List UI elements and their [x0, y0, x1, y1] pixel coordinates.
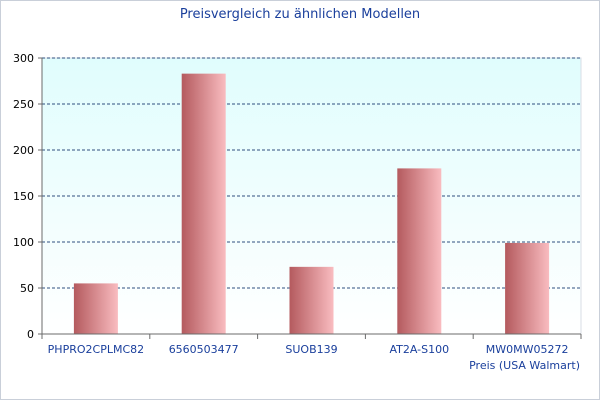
bar [289, 266, 334, 334]
x-category-label: PHPRO2CPLMC82 [48, 343, 144, 356]
y-tick-label: 200 [13, 144, 34, 157]
y-tick-label: 50 [20, 282, 34, 295]
x-category-label: 6560503477 [169, 343, 239, 356]
x-category-label: SUOB139 [285, 343, 337, 356]
x-axis-ticks: PHPRO2CPLMC82 6560503477 SUOB139 AT2A-S100 M… [41, 334, 582, 356]
y-tick-label: 150 [13, 190, 34, 203]
y-tick-label: 0 [27, 328, 34, 341]
bar [73, 283, 118, 334]
chart-title: Preisvergleich zu ähnlichen Modellen [180, 7, 420, 22]
y-tick-label: 250 [13, 98, 34, 111]
x-category-label: AT2A-S100 [389, 343, 449, 356]
bars [73, 73, 550, 334]
y-tick-label: 300 [13, 52, 34, 65]
x-category-label: MW0MW05272 [486, 343, 569, 356]
bar [181, 73, 226, 334]
y-tick-label: 100 [13, 236, 34, 249]
bar [505, 242, 550, 334]
bar [397, 168, 442, 334]
x-axis-title: Preis (USA Walmart) [469, 359, 580, 372]
y-axis-ticks: 0 50 100 150 200 250 300 [13, 52, 42, 341]
